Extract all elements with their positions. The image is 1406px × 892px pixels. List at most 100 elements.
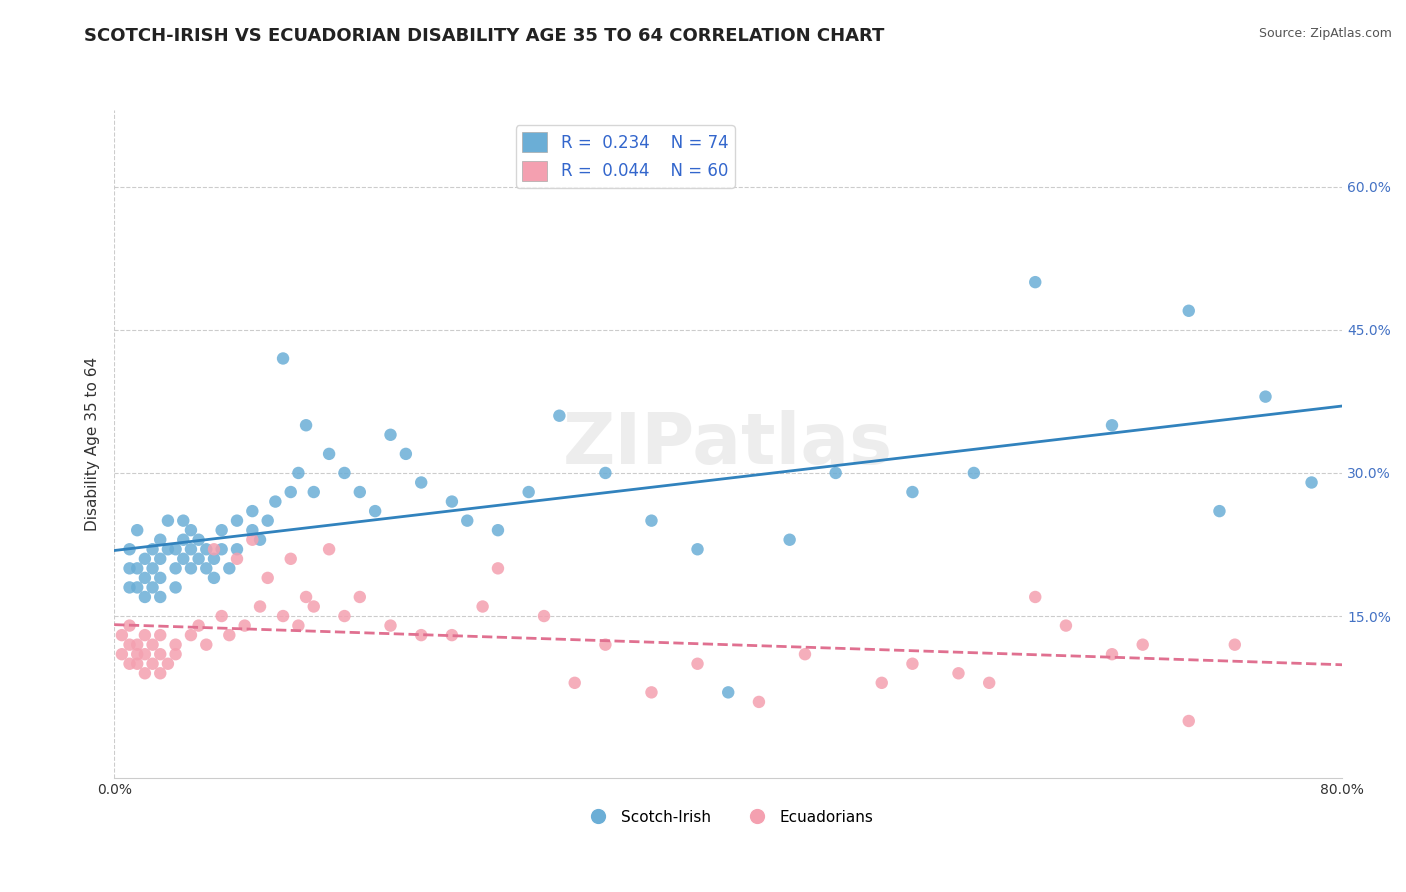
Point — [686, 657, 709, 671]
Y-axis label: Disability Age 35 to 64: Disability Age 35 to 64 — [86, 358, 100, 532]
Point — [264, 494, 287, 508]
Point — [240, 533, 263, 547]
Point — [142, 638, 165, 652]
Point — [180, 542, 202, 557]
Point — [149, 666, 172, 681]
Point — [1208, 504, 1230, 518]
Text: SCOTCH-IRISH VS ECUADORIAN DISABILITY AGE 35 TO 64 CORRELATION CHART: SCOTCH-IRISH VS ECUADORIAN DISABILITY AG… — [84, 27, 884, 45]
Point — [226, 542, 249, 557]
Point — [202, 571, 225, 585]
Point — [118, 618, 141, 632]
Point — [1054, 618, 1077, 632]
Point — [218, 628, 240, 642]
Point — [333, 466, 356, 480]
Point — [195, 542, 218, 557]
Point — [165, 647, 187, 661]
Point — [165, 542, 187, 557]
Point — [333, 609, 356, 624]
Point — [127, 561, 149, 575]
Point — [963, 466, 986, 480]
Point — [118, 581, 141, 595]
Point — [134, 666, 156, 681]
Point — [134, 590, 156, 604]
Point — [127, 657, 149, 671]
Point — [1024, 590, 1046, 604]
Point — [440, 628, 463, 642]
Point — [240, 504, 263, 518]
Point — [249, 599, 271, 614]
Point — [226, 514, 249, 528]
Point — [127, 581, 149, 595]
Point — [180, 628, 202, 642]
Point — [779, 533, 801, 547]
Point — [1177, 714, 1199, 728]
Point — [134, 628, 156, 642]
Point — [233, 618, 256, 632]
Point — [640, 514, 662, 528]
Point — [280, 485, 302, 500]
Point — [1101, 647, 1123, 661]
Point — [349, 485, 371, 500]
Point — [271, 351, 294, 366]
Point — [149, 533, 172, 547]
Point — [901, 485, 924, 500]
Point — [187, 618, 209, 632]
Point — [533, 609, 555, 624]
Point — [149, 551, 172, 566]
Point — [165, 638, 187, 652]
Point — [640, 685, 662, 699]
Point — [287, 466, 309, 480]
Point — [172, 551, 194, 566]
Point — [165, 581, 187, 595]
Point — [1223, 638, 1246, 652]
Point — [471, 599, 494, 614]
Point — [318, 447, 340, 461]
Point — [202, 542, 225, 557]
Point — [979, 675, 1001, 690]
Point — [118, 638, 141, 652]
Point — [349, 590, 371, 604]
Point — [142, 581, 165, 595]
Point — [195, 561, 218, 575]
Point — [364, 504, 387, 518]
Point — [127, 638, 149, 652]
Point — [240, 523, 263, 537]
Point — [1101, 418, 1123, 433]
Point — [118, 542, 141, 557]
Point — [142, 542, 165, 557]
Point — [165, 561, 187, 575]
Point — [134, 551, 156, 566]
Point — [118, 657, 141, 671]
Point — [218, 561, 240, 575]
Point — [901, 657, 924, 671]
Point — [295, 418, 318, 433]
Point — [380, 618, 402, 632]
Point — [256, 514, 278, 528]
Point — [295, 590, 318, 604]
Point — [149, 571, 172, 585]
Point — [180, 561, 202, 575]
Point — [486, 561, 509, 575]
Point — [824, 466, 846, 480]
Point — [411, 475, 433, 490]
Point — [302, 599, 325, 614]
Point — [411, 628, 433, 642]
Point — [1254, 390, 1277, 404]
Point — [211, 542, 233, 557]
Point — [202, 551, 225, 566]
Point — [149, 590, 172, 604]
Point — [187, 533, 209, 547]
Point — [595, 466, 617, 480]
Point — [948, 666, 970, 681]
Point — [142, 657, 165, 671]
Point — [456, 514, 478, 528]
Point — [794, 647, 817, 661]
Point — [127, 647, 149, 661]
Point — [548, 409, 571, 423]
Point — [156, 657, 179, 671]
Text: ZIPatlas: ZIPatlas — [564, 409, 893, 479]
Point — [395, 447, 418, 461]
Point — [318, 542, 340, 557]
Point — [1301, 475, 1323, 490]
Point — [111, 628, 134, 642]
